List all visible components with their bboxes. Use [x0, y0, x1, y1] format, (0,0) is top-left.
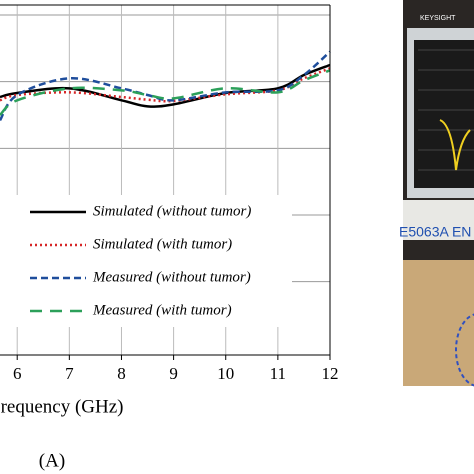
screen-trace	[439, 119, 471, 171]
x-tick-label: 11	[270, 364, 286, 383]
x-tick-label: 6	[13, 364, 22, 383]
screen	[414, 40, 474, 188]
photo: KEYSIGHT E5063A EN	[399, 0, 474, 387]
model: E5063A EN	[399, 224, 471, 240]
screen-grid	[418, 49, 474, 171]
panel-label: (A)	[39, 450, 65, 471]
table	[403, 260, 474, 386]
legend-label: Measured (with tumor)	[92, 302, 232, 318]
legend-box	[0, 195, 292, 327]
x-axis-label: Frequency (GHz)	[0, 396, 123, 417]
series-line	[0, 69, 331, 116]
x-tick-label: 7	[65, 364, 74, 383]
brand: KEYSIGHT	[420, 15, 456, 22]
legend-label: Measured (without tumor)	[92, 269, 251, 285]
legend: Simulated (without tumor) Simulated (with…	[30, 203, 251, 318]
x-tick-label: 12	[322, 364, 339, 383]
x-tick-label: 9	[169, 364, 178, 383]
highlight-ellipse	[455, 313, 474, 387]
x-tick-label: 8	[117, 364, 126, 383]
instrument-front	[403, 200, 474, 240]
legend-label: Simulated (without tumor)	[93, 203, 251, 219]
x-tick-label: 10	[217, 364, 234, 383]
legend-label: Simulated (with tumor)	[93, 236, 232, 252]
series-line	[0, 63, 331, 108]
